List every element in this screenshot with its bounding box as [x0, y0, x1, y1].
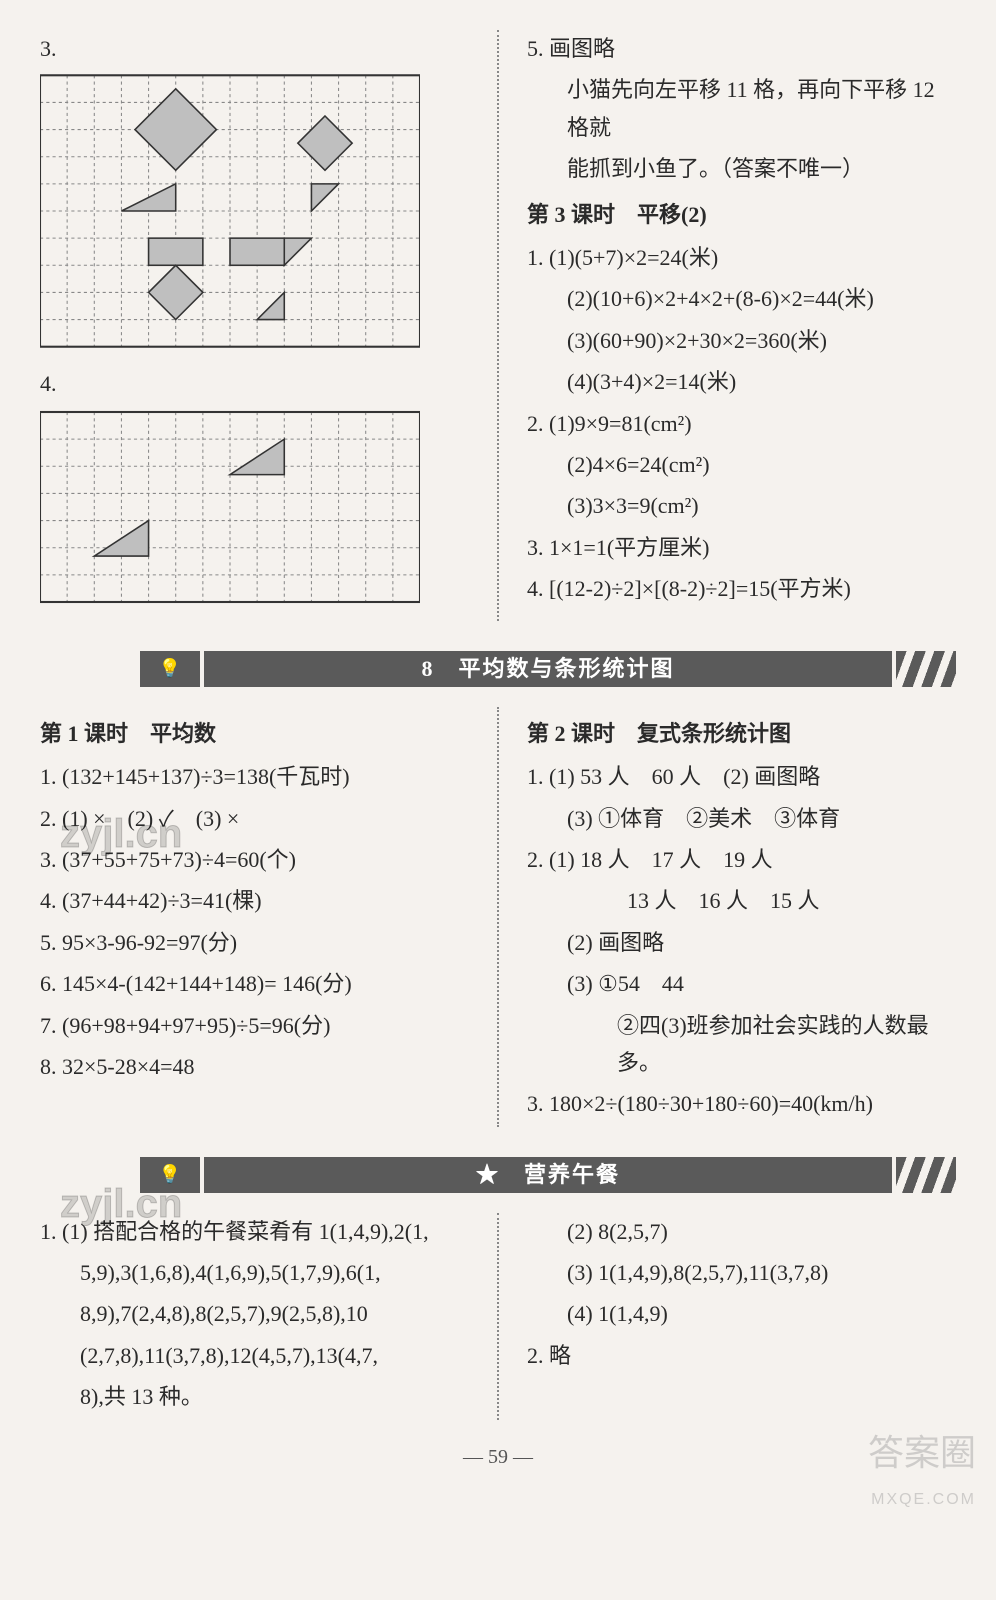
- q5-text1: 小猫先向左平移 11 格，再向下平移 12 格就: [527, 71, 956, 146]
- s8r2e: ②四(3)班参加社会实践的人数最多。: [527, 1007, 956, 1082]
- q5-label: 5. 画图略: [527, 30, 956, 67]
- section8-left: 第 1 课时 平均数 1. (132+145+137)÷3=138(千瓦时) 2…: [40, 707, 469, 1127]
- lesson2-heading: 第 2 课时 复式条形统计图: [527, 715, 956, 752]
- vertical-divider-3: [497, 1213, 499, 1420]
- section-lunch-bar: 💡 ★ 营养午餐: [40, 1157, 956, 1193]
- s8r2c: (2) 画图略: [527, 924, 956, 961]
- section-lunch-body: 1. (1) 搭配合格的午餐菜肴有 1(1,4,9),2(1, 5,9),3(1…: [40, 1213, 956, 1420]
- fig4-label: 4.: [40, 365, 469, 402]
- tr-q1-3: (3)(60+90)×2+30×2=360(米): [527, 322, 956, 359]
- lr2: (2) 8(2,5,7): [527, 1213, 956, 1250]
- bulb-icon: 💡: [140, 651, 200, 687]
- page-number: — 59 —: [40, 1440, 956, 1474]
- lesson3-heading: 第 3 课时 平移(2): [527, 196, 956, 233]
- ll1b: 5,9),3(1,6,8),4(1,6,9),5(1,7,9),6(1,: [40, 1254, 469, 1291]
- s8l7: 7. (96+98+94+97+95)÷5=96(分): [40, 1007, 469, 1044]
- bulb-icon-2: 💡: [140, 1157, 200, 1193]
- section8-right: 第 2 课时 复式条形统计图 1. (1) 53 人 60 人 (2) 画图略 …: [527, 707, 956, 1127]
- tr-q1-2: (2)(10+6)×2+4×2+(8-6)×2=44(米): [527, 280, 956, 317]
- section8-title: 8 平均数与条形统计图: [204, 651, 892, 687]
- stripes-icon-2: [896, 1157, 956, 1193]
- section-lunch-title: ★ 营养午餐: [204, 1157, 892, 1193]
- page: 3.: [40, 30, 956, 1474]
- corner-sub: MXQE.COM: [871, 1486, 976, 1513]
- tr-q3: 3. 1×1=1(平方厘米): [527, 529, 956, 566]
- section8-body: 第 1 课时 平均数 1. (132+145+137)÷3=138(千瓦时) 2…: [40, 707, 956, 1127]
- fig4-grid: [40, 407, 420, 607]
- s8l3: 3. (37+55+75+73)÷4=60(个): [40, 841, 469, 878]
- stripes-icon: [896, 651, 956, 687]
- ll1a: 1. (1) 搭配合格的午餐菜肴有 1(1,4,9),2(1,: [40, 1213, 469, 1250]
- tr-q1-4: (4)(3+4)×2=14(米): [527, 363, 956, 400]
- tr-q2-2: (2)4×6=24(cm²): [527, 446, 956, 483]
- s8r3: 3. 180×2÷(180÷30+180÷60)=40(km/h): [527, 1085, 956, 1122]
- section8-bar: 💡 8 平均数与条形统计图: [40, 651, 956, 687]
- tr-q2-3: (3)3×3=9(cm²): [527, 487, 956, 524]
- ll1d: (2,7,8),11(3,7,8),12(4,5,7),13(4,7,: [40, 1337, 469, 1374]
- top-right-col: 5. 画图略 小猫先向左平移 11 格，再向下平移 12 格就 能抓到小鱼了。（…: [527, 30, 956, 621]
- s8r2b: 13 人 16 人 15 人: [527, 882, 956, 919]
- s8l2: 2. (1) × (2) ✓ (3) ×: [40, 800, 469, 837]
- fig3-grid: [40, 71, 420, 351]
- s8r1b: (3) ①体育 ②美术 ③体育: [527, 800, 956, 837]
- lunch-left: 1. (1) 搭配合格的午餐菜肴有 1(1,4,9),2(1, 5,9),3(1…: [40, 1213, 469, 1420]
- s8l4: 4. (37+44+42)÷3=41(棵): [40, 882, 469, 919]
- lesson1-heading: 第 1 课时 平均数: [40, 715, 469, 752]
- tr-q2: 2. (1)9×9=81(cm²): [527, 405, 956, 442]
- fig3-label: 3.: [40, 30, 469, 67]
- lunch-right: (2) 8(2,5,7) (3) 1(1,4,9),8(2,5,7),11(3,…: [527, 1213, 956, 1420]
- s8r1: 1. (1) 53 人 60 人 (2) 画图略: [527, 758, 956, 795]
- ll1c: 8,9),7(2,4,8),8(2,5,7),9(2,5,8),10: [40, 1295, 469, 1332]
- lr4: (4) 1(1,4,9): [527, 1295, 956, 1332]
- top-section: 3.: [40, 30, 956, 621]
- top-left-col: 3.: [40, 30, 469, 621]
- tr-q4: 4. [(12-2)÷2]×[(8-2)÷2]=15(平方米): [527, 570, 956, 607]
- s8l1: 1. (132+145+137)÷3=138(千瓦时): [40, 758, 469, 795]
- vertical-divider-2: [497, 707, 499, 1127]
- s8l5: 5. 95×3-96-92=97(分): [40, 924, 469, 961]
- vertical-divider-1: [497, 30, 499, 621]
- s8l8: 8. 32×5-28×4=48: [40, 1048, 469, 1085]
- corner-badge: 答案圈: [868, 1422, 976, 1483]
- q5-text2: 能抓到小鱼了。（答案不唯一）: [527, 150, 956, 187]
- tr-q1: 1. (1)(5+7)×2=24(米): [527, 239, 956, 276]
- s8l6: 6. 145×4-(142+144+148)= 146(分): [40, 965, 469, 1002]
- lr3: (3) 1(1,4,9),8(2,5,7),11(3,7,8): [527, 1254, 956, 1291]
- ll1e: 8),共 13 种。: [40, 1378, 469, 1415]
- s8r2: 2. (1) 18 人 17 人 19 人: [527, 841, 956, 878]
- s8r2d: (3) ①54 44: [527, 965, 956, 1002]
- lr5: 2. 略: [527, 1337, 956, 1374]
